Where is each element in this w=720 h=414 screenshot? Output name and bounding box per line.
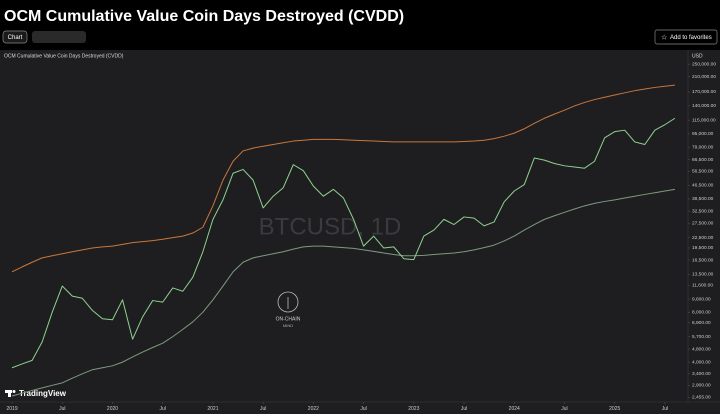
y-tick-label: 2,455.00 (692, 395, 711, 401)
x-tick-label: 2023 (408, 406, 419, 412)
header-bar (0, 0, 720, 50)
y-tick-label: 5,700.00 (692, 334, 711, 340)
x-tick-label: Jul (461, 406, 467, 412)
y-tick-label: 22,500.00 (692, 235, 714, 241)
y-tick-label: 11,600.00 (692, 283, 713, 289)
y-tick-label: 9,600.00 (692, 296, 711, 302)
x-tick-label: Jul (59, 406, 65, 412)
tab-label[interactable]: Chart (8, 35, 23, 41)
y-tick-label: 2,900.00 (692, 383, 711, 389)
y-tick-label: 4,800.00 (692, 346, 711, 352)
y-tick-label: 13,500.00 (692, 272, 714, 278)
tab-button[interactable] (2, 30, 28, 44)
watermark: BTCUSD, 1D (259, 213, 402, 240)
x-tick-label: Jul (561, 406, 567, 412)
x-tick-label: 2019 (6, 406, 17, 412)
y-tick-label: 3,400.00 (692, 371, 711, 377)
series-line (11, 117, 676, 369)
y-tick-label: 19,500.00 (692, 245, 714, 251)
x-tick-label: 2024 (509, 406, 520, 412)
logo-text: ON-CHAIN (276, 316, 301, 322)
y-tick-label: 56,500.00 (692, 169, 714, 175)
brand-icon (8, 390, 11, 397)
axis-unit: USD (692, 53, 703, 59)
x-tick-label: Jul (662, 406, 668, 412)
logo-text: MIND (283, 323, 293, 328)
y-tick-label: 6,900.00 (692, 320, 711, 326)
y-tick-label: 66,500.00 (692, 157, 714, 163)
series-line (11, 188, 676, 397)
logo-icon (277, 291, 299, 313)
x-tick-label: 2021 (207, 406, 218, 412)
y-tick-label: 27,500.00 (692, 220, 714, 226)
y-tick-label: 38,500.00 (692, 196, 714, 202)
y-tick-label: 32,500.00 (692, 208, 714, 214)
y-tick-label: 79,000.00 (692, 144, 714, 150)
y-tick-label: 170,000.00 (692, 89, 716, 95)
brand-icon (12, 390, 16, 393)
brand-name: TradingView (19, 389, 67, 398)
y-tick-label: 115,000.00 (692, 117, 716, 123)
y-tick-label: 4,000.00 (692, 359, 711, 365)
favorite-label[interactable]: Add to favorites (670, 35, 712, 41)
tab-button-disabled (32, 31, 86, 43)
y-tick-label: 16,500.00 (692, 257, 714, 263)
chart-title: OCM Cumulative Value Coin Days Destroyed… (4, 53, 124, 59)
y-tick-label: 250,000.00 (692, 61, 716, 67)
x-tick-label: Jul (260, 406, 266, 412)
favorite-button[interactable] (654, 29, 718, 45)
x-tick-label: 2025 (609, 406, 620, 412)
x-tick-label: 2022 (308, 406, 319, 412)
page-title: OCM Cumulative Value Coin Days Destroyed… (4, 8, 404, 25)
y-tick-label: 210,000.00 (692, 74, 716, 80)
x-tick-label: Jul (160, 406, 166, 412)
series-line (11, 84, 675, 273)
star-icon[interactable]: ☆ (661, 33, 667, 41)
y-tick-label: 8,000.00 (692, 309, 711, 315)
y-tick-label: 95,000.00 (692, 131, 714, 137)
x-tick-label: 2020 (107, 406, 118, 412)
chart-panel (0, 50, 720, 414)
x-tick-label: Jul (360, 406, 366, 412)
y-tick-label: 140,000.00 (692, 103, 716, 109)
y-tick-label: 46,500.00 (692, 183, 714, 189)
